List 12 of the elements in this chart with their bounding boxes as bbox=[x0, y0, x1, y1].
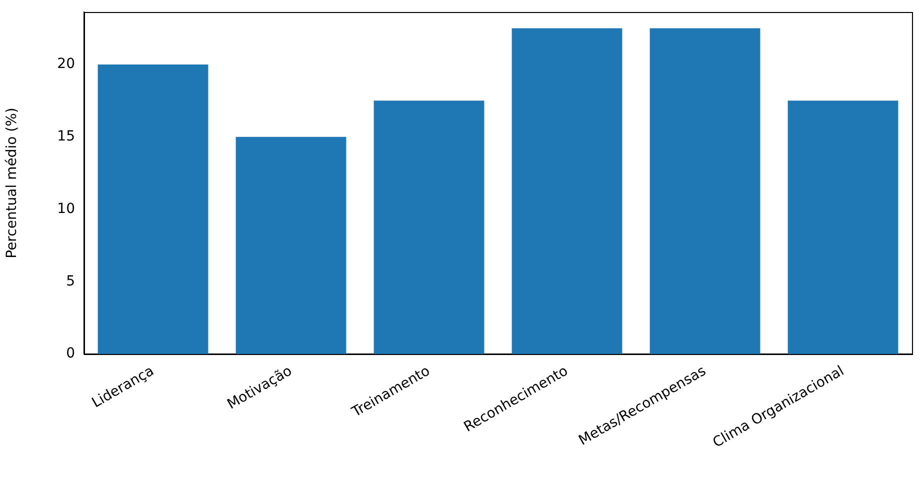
y-tick-label: 15 bbox=[57, 128, 75, 144]
bar bbox=[650, 28, 760, 354]
bar bbox=[788, 100, 898, 354]
y-tick-label: 0 bbox=[66, 346, 75, 362]
bar bbox=[512, 28, 622, 354]
bar bbox=[98, 64, 208, 354]
bar bbox=[374, 100, 484, 354]
bar bbox=[236, 136, 346, 354]
y-axis-title: Percentual médio (%) bbox=[4, 108, 20, 258]
y-tick-label: 5 bbox=[66, 273, 75, 290]
y-tick-label: 20 bbox=[57, 56, 75, 72]
y-tick-label: 10 bbox=[57, 200, 75, 217]
